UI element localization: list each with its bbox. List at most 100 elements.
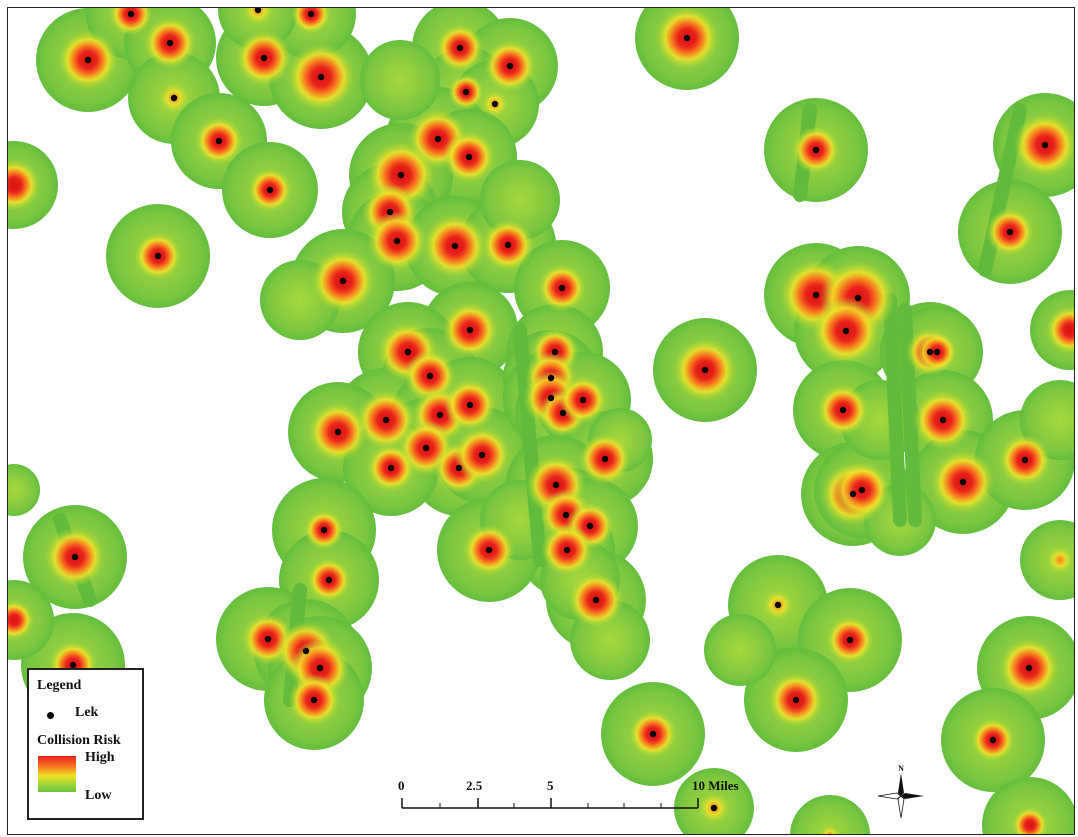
lek-point — [387, 464, 395, 472]
lek-point — [491, 100, 499, 108]
lek-point — [926, 348, 934, 356]
scale-label-0: 0 — [398, 778, 405, 793]
lek-point — [339, 277, 347, 285]
risk-hotspot — [1012, 807, 1048, 835]
lek-point — [426, 372, 434, 380]
lek-point — [701, 366, 709, 374]
lek-point — [166, 39, 174, 47]
lek-point — [84, 56, 92, 64]
terrain-valley — [513, 323, 547, 567]
lek-point — [558, 284, 566, 292]
lek-point — [854, 294, 862, 302]
legend-lek-label: Lek — [75, 705, 99, 720]
lek-point — [478, 451, 486, 459]
legend-high-label: High — [85, 750, 115, 765]
lek-point — [325, 576, 333, 584]
lek-point — [462, 88, 470, 96]
lek-point — [774, 601, 782, 609]
lek-point — [792, 696, 800, 704]
lek-point — [989, 736, 997, 744]
risk-hotspot — [7, 600, 34, 640]
lek-point — [310, 696, 318, 704]
lek-point — [710, 804, 718, 812]
legend-risk-title: Collision Risk — [37, 733, 121, 748]
lek-buffer — [360, 40, 440, 120]
lek-point — [601, 455, 609, 463]
lek-buffer — [7, 464, 40, 516]
lek-point — [547, 374, 555, 382]
lek-point — [592, 596, 600, 604]
lek-point — [959, 478, 967, 486]
lek-point — [307, 10, 315, 18]
lek-point — [586, 522, 594, 530]
lek-point — [933, 348, 941, 356]
lek-point — [839, 406, 847, 414]
lek-point — [485, 546, 493, 554]
lek-point — [302, 647, 310, 655]
lek-point — [334, 428, 342, 436]
legend: Legend Lek Collision Risk High Low — [27, 668, 144, 820]
lek-point — [320, 526, 328, 534]
terrain-valley — [883, 293, 907, 527]
lek-point — [849, 490, 857, 498]
scale-bar-graphic — [401, 798, 699, 809]
lek-point — [386, 208, 394, 216]
lek-point — [551, 348, 559, 356]
lek-point — [504, 241, 512, 249]
lek-point — [451, 242, 459, 250]
lek-buffer — [704, 614, 776, 686]
lek-point — [579, 396, 587, 404]
lek-point — [382, 416, 390, 424]
legend-low-label: Low — [85, 788, 112, 803]
risk-hotspot — [1046, 546, 1074, 574]
lek-point — [456, 44, 464, 52]
lek-point — [393, 237, 401, 245]
lek-point — [264, 635, 272, 643]
lek-point — [1006, 228, 1014, 236]
risk-hotspot — [242, 7, 274, 26]
legend-title: Legend — [37, 678, 82, 693]
risk-hotspot — [109, 7, 153, 36]
risk-hotspot — [1046, 306, 1075, 354]
lek-point — [466, 326, 474, 334]
lek-point — [260, 54, 268, 62]
lek-point — [649, 730, 657, 738]
lek-point — [404, 348, 412, 356]
lek-point — [562, 511, 570, 519]
lek-symbol-icon — [47, 712, 54, 719]
lek-point — [939, 416, 947, 424]
lek-point — [434, 135, 442, 143]
lek-point — [170, 94, 178, 102]
lek-point — [465, 153, 473, 161]
scale-label-5: 5 — [547, 778, 554, 793]
lek-point — [254, 7, 262, 14]
lek-point — [317, 73, 325, 81]
lek-point — [563, 546, 571, 554]
lek-point — [397, 171, 405, 179]
lek-point — [842, 327, 850, 335]
risk-hotspot — [291, 7, 331, 34]
lek-point — [266, 186, 274, 194]
lek-point — [1041, 141, 1049, 149]
lek-point — [316, 664, 324, 672]
lek-point — [683, 34, 691, 42]
risk-color-ramp — [38, 756, 76, 792]
lek-point — [154, 252, 162, 260]
lek-point — [215, 137, 223, 145]
lek-point — [1021, 456, 1029, 464]
lek-point — [559, 409, 567, 417]
lek-point — [69, 661, 77, 669]
lek-point — [552, 481, 560, 489]
lek-point — [547, 394, 555, 402]
scale-label-2-5: 2.5 — [466, 778, 483, 793]
lek-point — [1025, 664, 1033, 672]
lek-point — [127, 10, 135, 18]
lek-point — [506, 62, 514, 70]
lek-buffer — [982, 777, 1075, 835]
risk-hotspot — [820, 825, 840, 835]
lek-point — [846, 636, 854, 644]
north-label: N — [898, 764, 904, 773]
lek-point — [455, 464, 463, 472]
lek-point — [812, 291, 820, 299]
